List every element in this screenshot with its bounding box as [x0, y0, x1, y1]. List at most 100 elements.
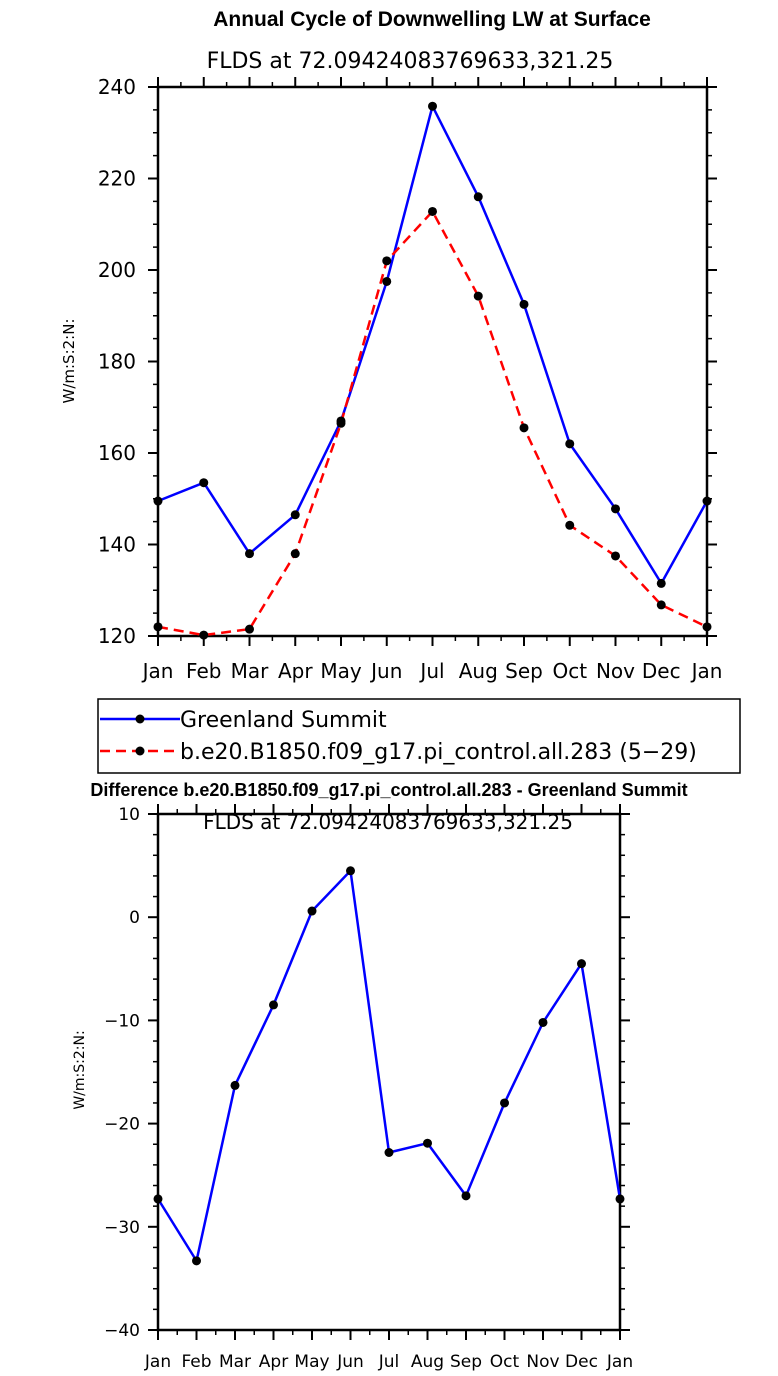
x-tick-label: Jan [141, 659, 174, 683]
x-tick-label: Jun [336, 1352, 364, 1372]
chart2-series [153, 866, 625, 1266]
x-tick-label: Jul [378, 1352, 400, 1372]
legend-label-obs: Greenland Summit [180, 708, 387, 733]
plot-frame [156, 812, 622, 1332]
series-1-point [245, 624, 254, 634]
x-tick-label: Dec [565, 1352, 598, 1372]
legend-marker-obs [135, 714, 145, 724]
series-1-point [153, 622, 163, 632]
y-tick-label: 200 [98, 258, 136, 282]
x-tick-label: Mar [219, 1352, 251, 1372]
x-tick-label: Dec [642, 659, 681, 683]
y-tick-label: −10 [104, 1011, 140, 1031]
series-1-point [565, 520, 575, 530]
series-0-point [307, 906, 317, 916]
series-0-point [428, 101, 437, 111]
x-tick-label: Aug [411, 1352, 444, 1372]
y-tick-label: 220 [98, 167, 136, 191]
y-tick-label: −30 [104, 1218, 140, 1238]
chart2-tick-labels: −40 −30 −20 −10 0 10 Jan Feb Mar Apr May Jun Jul Aug S… [104, 805, 633, 1372]
y-tick-label: 10 [118, 805, 140, 825]
series-0-point [461, 1191, 471, 1201]
x-tick-label: Oct [552, 659, 587, 683]
series-1-point [428, 206, 437, 216]
series-0-point [153, 496, 163, 506]
series-0-point [473, 192, 483, 202]
x-tick-label: Jun [369, 659, 402, 683]
legend-marker-model [135, 746, 145, 756]
chart1-tick-labels: 120 140 160 180 200 220 240 Jan Feb Mar Apr May Jun J… [98, 75, 723, 683]
series-0-point [702, 496, 712, 506]
series-0-point [500, 1098, 509, 1108]
chart1-subtitle: FLDS at 72.09424083769633,321.25 [207, 49, 614, 74]
series-1-point [290, 549, 300, 559]
plot-frame [156, 85, 709, 638]
series-0-point [290, 510, 300, 520]
chart1-ylabel: W/m:S:2:N: [60, 319, 78, 404]
chart1-title: Annual Cycle of Downwelling LW at Surfac… [213, 8, 651, 31]
series-1-point [336, 418, 346, 428]
chart2-axes [148, 804, 630, 1340]
x-tick-label: May [294, 1352, 329, 1372]
y-tick-label: −20 [104, 1115, 140, 1135]
x-tick-label: Nov [596, 659, 635, 683]
x-tick-label: Jan [606, 1352, 633, 1372]
y-tick-label: 0 [129, 908, 140, 928]
series-0-point [199, 478, 209, 488]
x-tick-label: Jul [418, 659, 444, 683]
series-0-point [269, 1000, 278, 1010]
series-0-point [565, 439, 575, 449]
x-tick-label: Apr [259, 1352, 288, 1372]
series-0-point [423, 1138, 432, 1148]
chart1-legend: Greenland Summit b.e20.B1850.f09_g17.pi_… [97, 698, 741, 774]
series-0-point [538, 1017, 548, 1027]
x-tick-label: Sep [505, 659, 543, 683]
series-1-point [611, 551, 620, 561]
x-tick-label: Sep [450, 1352, 482, 1372]
chart2-ylabel: W/m:S:2:N: [72, 1030, 88, 1109]
x-tick-label: Apr [278, 659, 313, 683]
series-1-point [473, 291, 483, 301]
series-1-point [199, 630, 209, 640]
series-0-point [611, 504, 620, 514]
x-tick-label: May [320, 659, 362, 683]
y-tick-label: 180 [98, 350, 136, 374]
series-0-point [615, 1194, 625, 1204]
x-tick-label: Aug [459, 659, 498, 683]
series-1-point [519, 423, 529, 433]
x-tick-label: Oct [490, 1352, 520, 1372]
series-0-point [230, 1080, 240, 1090]
chart1-axes [148, 77, 717, 646]
x-tick-label: Feb [181, 1352, 211, 1372]
y-tick-label: 140 [98, 533, 136, 557]
series-0-point [384, 1147, 394, 1157]
x-tick-label: Mar [231, 659, 270, 683]
series-line-1 [157, 210, 708, 637]
series-0-point [656, 578, 666, 588]
series-0-point [153, 1194, 163, 1204]
y-tick-label: 120 [98, 624, 136, 648]
series-1-point [656, 600, 666, 610]
legend-label-model: b.e20.B1850.f09_g17.pi_control.all.283 (… [180, 740, 697, 765]
y-tick-label: 160 [98, 441, 136, 465]
chart2-title: Difference b.e20.B1850.f09_g17.pi_contro… [90, 780, 687, 800]
x-tick-label: Jan [690, 659, 723, 683]
x-tick-label: Feb [186, 659, 221, 683]
legend-box [97, 698, 741, 774]
series-line-0 [156, 869, 622, 1263]
series-1-point [382, 256, 392, 266]
y-tick-label: −40 [104, 1321, 140, 1341]
series-1-point [702, 622, 712, 632]
series-0-point [382, 276, 392, 286]
series-0-point [577, 959, 586, 969]
chart1-series [153, 101, 712, 640]
x-tick-label: Jan [144, 1352, 171, 1372]
series-0-point [346, 866, 355, 876]
series-line-0 [157, 104, 709, 585]
series-0-point [245, 549, 254, 559]
series-0-point [519, 299, 529, 309]
x-tick-label: Nov [526, 1352, 559, 1372]
series-0-point [192, 1256, 201, 1266]
y-tick-label: 240 [98, 75, 136, 99]
